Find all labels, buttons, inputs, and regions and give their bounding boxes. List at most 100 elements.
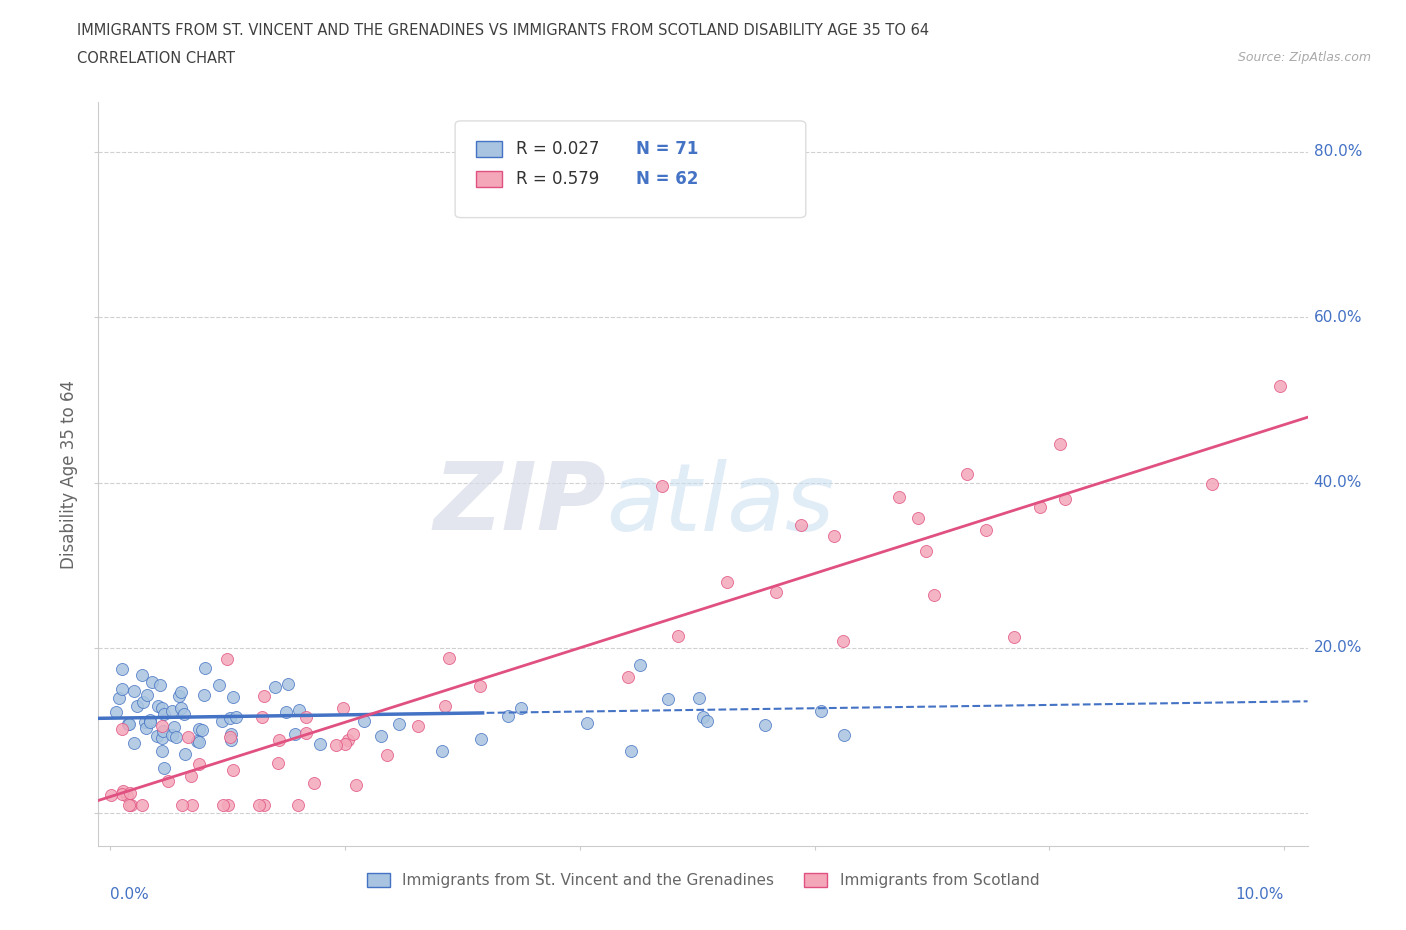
- Point: [131, 798, 153, 813]
- Point: [831, 633, 853, 648]
- Text: 40.0%: 40.0%: [1313, 475, 1362, 490]
- Point: [325, 737, 347, 752]
- Point: [253, 798, 276, 813]
- Point: [832, 727, 855, 742]
- Point: [211, 714, 233, 729]
- Point: [160, 727, 183, 742]
- Point: [177, 729, 200, 744]
- Point: [120, 798, 142, 813]
- Point: [219, 733, 242, 748]
- Point: [754, 718, 776, 733]
- Point: [666, 629, 689, 644]
- Point: [922, 588, 945, 603]
- Point: [149, 677, 172, 692]
- Point: [222, 689, 245, 704]
- Point: [302, 776, 325, 790]
- Text: N = 62: N = 62: [637, 170, 699, 188]
- Point: [288, 703, 311, 718]
- Point: [181, 798, 204, 813]
- Point: [370, 729, 392, 744]
- Point: [295, 710, 318, 724]
- Point: [163, 720, 186, 735]
- Point: [344, 777, 367, 792]
- Text: IMMIGRANTS FROM ST. VINCENT AND THE GRENADINES VS IMMIGRANTS FROM SCOTLAND DISAB: IMMIGRANTS FROM ST. VINCENT AND THE GREN…: [77, 23, 929, 38]
- Point: [222, 763, 245, 777]
- Point: [810, 703, 832, 718]
- Point: [353, 714, 375, 729]
- Point: [889, 490, 911, 505]
- Point: [127, 698, 149, 713]
- Point: [111, 682, 134, 697]
- Point: [470, 731, 492, 746]
- Point: [132, 695, 155, 710]
- Point: [1268, 379, 1291, 393]
- Point: [188, 756, 211, 771]
- Point: [217, 798, 239, 813]
- Point: [651, 479, 673, 494]
- Point: [180, 768, 202, 783]
- Point: [468, 679, 491, 694]
- Text: Source: ZipAtlas.com: Source: ZipAtlas.com: [1237, 51, 1371, 64]
- FancyBboxPatch shape: [475, 141, 502, 157]
- Legend: Immigrants from St. Vincent and the Grenadines, Immigrants from Scotland: Immigrants from St. Vincent and the Gren…: [361, 867, 1045, 895]
- Point: [124, 684, 146, 698]
- Point: [118, 716, 141, 731]
- Point: [150, 700, 173, 715]
- Point: [111, 786, 134, 801]
- Point: [173, 707, 195, 722]
- Point: [276, 704, 298, 719]
- Point: [134, 715, 156, 730]
- Point: [193, 687, 215, 702]
- Point: [174, 747, 197, 762]
- Point: [284, 726, 307, 741]
- Point: [267, 755, 290, 770]
- Point: [277, 676, 299, 691]
- Text: 60.0%: 60.0%: [1313, 310, 1362, 325]
- Point: [187, 735, 209, 750]
- Point: [160, 704, 183, 719]
- Point: [219, 729, 242, 744]
- Point: [1053, 491, 1076, 506]
- Point: [247, 798, 270, 813]
- Text: 10.0%: 10.0%: [1236, 887, 1284, 902]
- Point: [287, 798, 309, 813]
- Text: 20.0%: 20.0%: [1313, 641, 1362, 656]
- Point: [309, 737, 332, 751]
- Point: [388, 716, 411, 731]
- Point: [219, 726, 242, 741]
- Point: [765, 585, 787, 600]
- Point: [215, 652, 238, 667]
- Point: [135, 721, 157, 736]
- Point: [430, 743, 453, 758]
- Point: [688, 691, 710, 706]
- Point: [188, 722, 211, 737]
- Y-axis label: Disability Age 35 to 64: Disability Age 35 to 64: [60, 379, 79, 569]
- Point: [375, 748, 398, 763]
- Point: [218, 711, 240, 725]
- Point: [111, 662, 134, 677]
- Point: [225, 710, 247, 724]
- Point: [576, 715, 599, 730]
- Point: [111, 784, 134, 799]
- Point: [117, 798, 139, 813]
- Point: [212, 798, 235, 813]
- Point: [157, 774, 180, 789]
- Point: [1029, 499, 1052, 514]
- Point: [165, 729, 187, 744]
- Point: [1049, 436, 1071, 451]
- Point: [1004, 630, 1026, 644]
- Point: [336, 733, 359, 748]
- Point: [956, 467, 979, 482]
- Point: [186, 733, 208, 748]
- Text: CORRELATION CHART: CORRELATION CHART: [77, 51, 235, 66]
- Point: [152, 707, 174, 722]
- Point: [1201, 476, 1223, 491]
- Point: [617, 670, 640, 684]
- Point: [628, 658, 651, 672]
- Text: 0.0%: 0.0%: [110, 887, 149, 902]
- Point: [496, 709, 519, 724]
- Point: [191, 722, 214, 737]
- Point: [170, 684, 193, 699]
- Point: [100, 788, 122, 803]
- Point: [111, 722, 134, 737]
